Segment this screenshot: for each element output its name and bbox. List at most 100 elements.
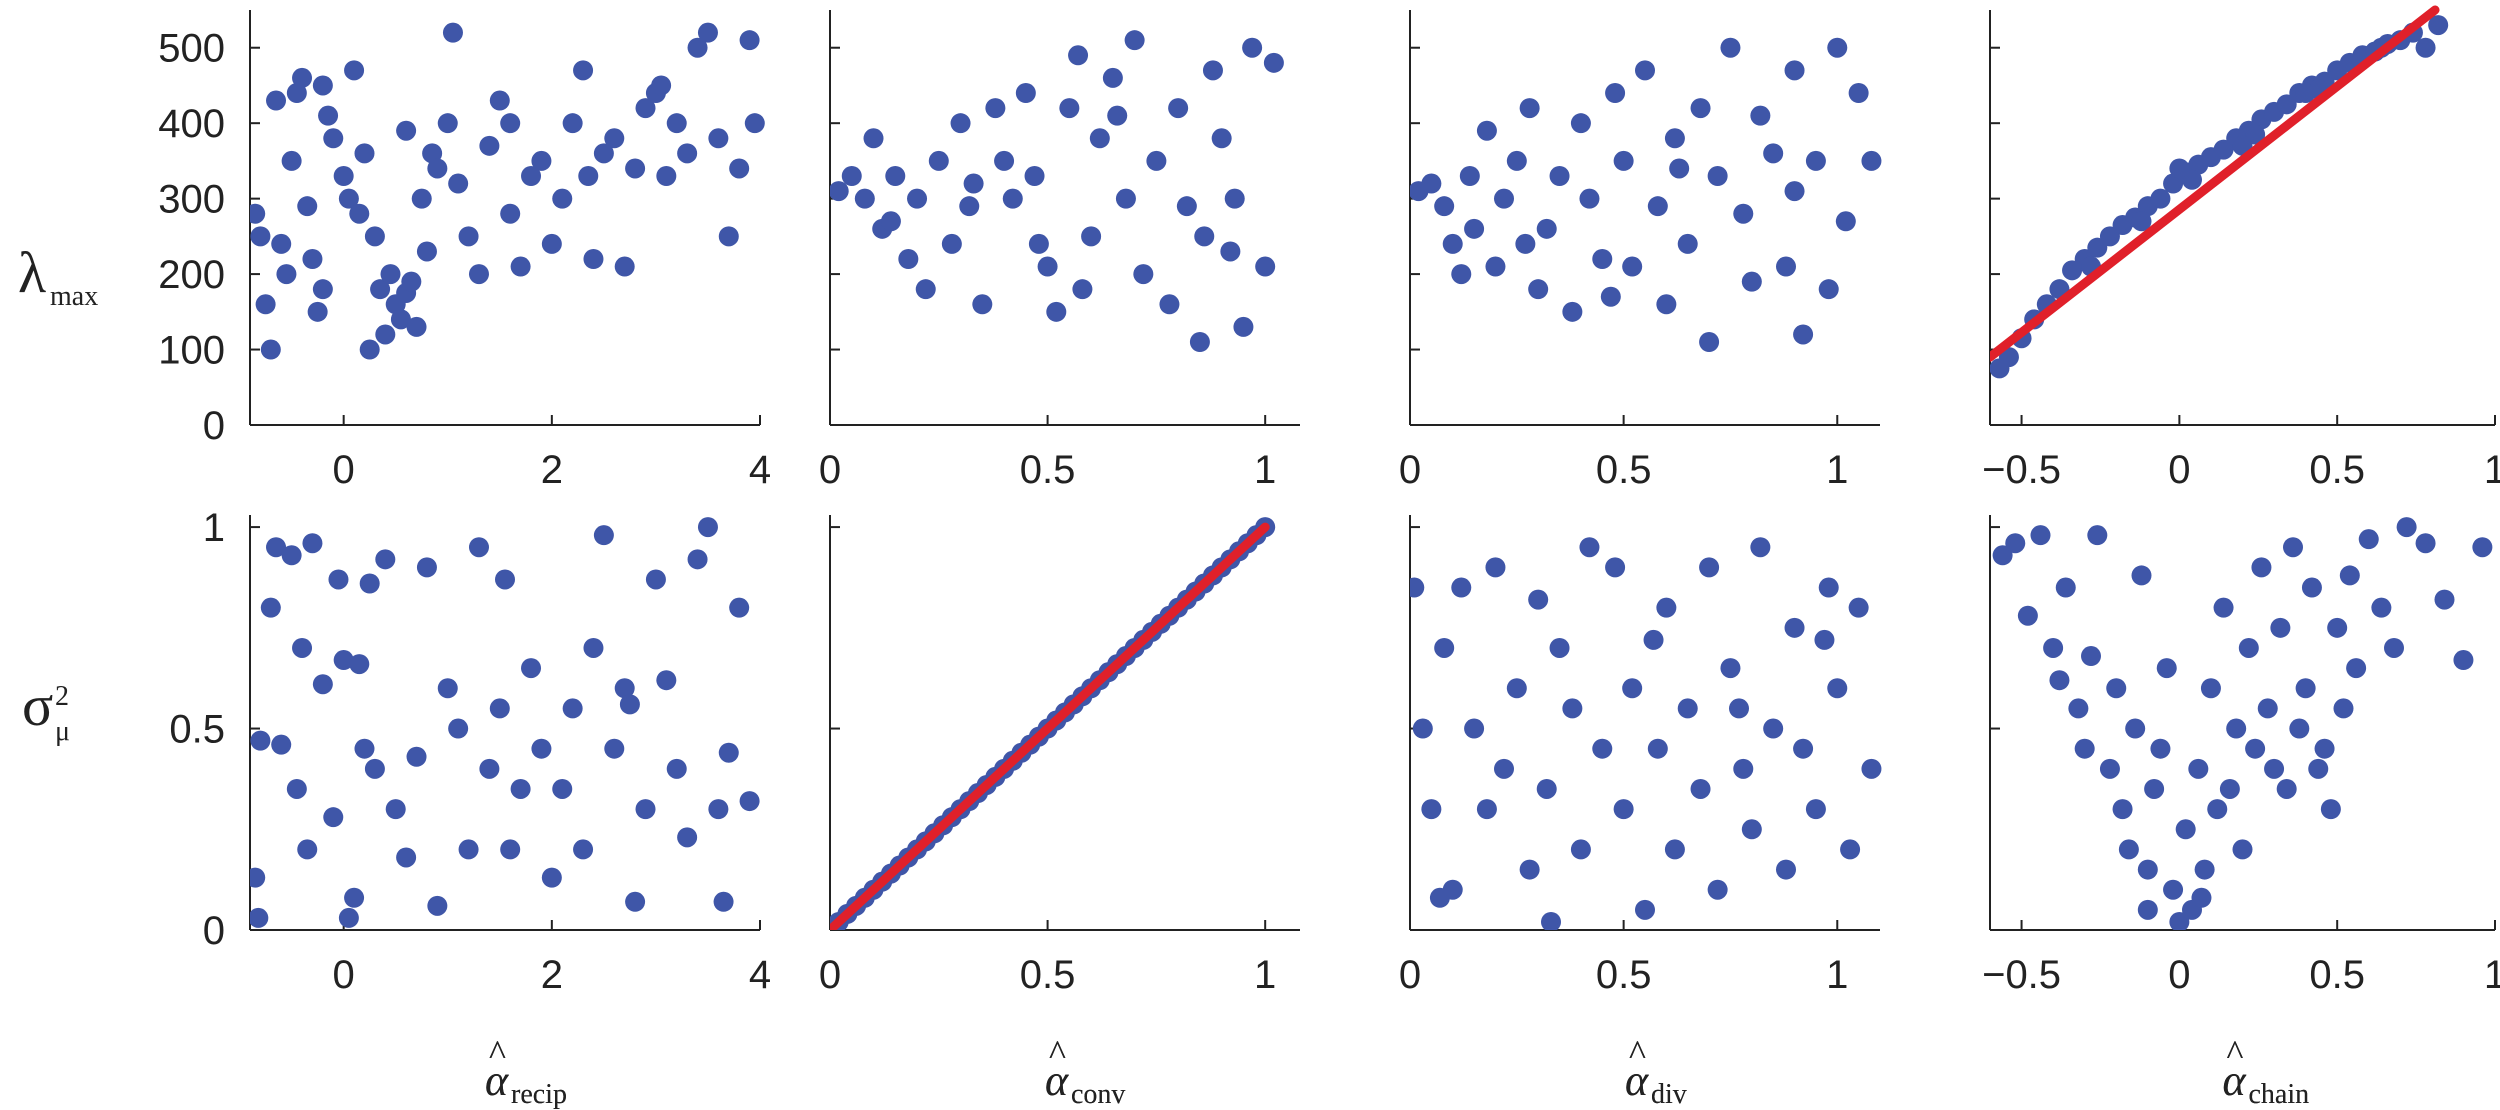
data-point [250,203,266,224]
data-point [1818,279,1839,300]
data-point [338,907,359,928]
data-point [1669,158,1690,179]
data-point [950,113,971,134]
data-point [344,887,365,908]
data-point [830,181,849,202]
data-point [364,758,385,779]
x-tick-label: 0.5 [1596,953,1652,997]
xlabel-symbol: α [1045,1056,1069,1105]
data-point [1549,637,1570,658]
data-point [880,211,901,232]
data-point [1741,271,1762,292]
x-tick-label: 0 [819,953,841,997]
xlabel-hat: ^ [1049,1033,1066,1073]
data-point [1224,188,1245,209]
data-point [354,143,375,164]
data-point [411,188,432,209]
data-point [1081,226,1102,247]
data-point [422,143,443,164]
data-point [255,294,276,315]
xlabel-sub: div [1651,1079,1687,1110]
data-point [718,226,739,247]
data-point [729,597,750,618]
data-point [1592,738,1613,759]
data-point [359,573,380,594]
x-tick-label: 4 [749,448,771,492]
x-tick-label: 0 [819,448,841,492]
y-tick-label: 500 [158,27,225,71]
data-point [2106,678,2127,699]
panel-p24: −0.5 0 0.5 1 ^α chain [1982,515,2500,1110]
data-point [1519,98,1540,119]
data-point [2333,698,2354,719]
data-point [302,533,323,554]
data-point [651,75,672,96]
data-point [307,301,328,322]
data-point [1729,698,1749,719]
data-point [1613,150,1634,171]
xlabel-hat: ^ [2227,1033,2244,1073]
data-point [1814,629,1835,650]
data-point [427,158,448,179]
data-point [666,113,687,134]
data-point [1848,597,1869,618]
data-point [1664,128,1685,149]
data-point [333,166,354,186]
data-point [1159,294,1180,315]
data-point [2017,605,2038,626]
data-point [286,778,307,799]
data-point [250,226,271,247]
ylabel-sup: 2 [55,681,69,712]
data-point [276,264,297,285]
data-point [972,294,993,315]
data-point [1750,537,1771,558]
data-point [1720,658,1741,679]
data-point [1124,30,1145,51]
data-point [907,188,928,209]
data-point [1015,83,1036,103]
x-tick-label: 0.5 [2309,448,2365,492]
xlabel-hat: ^ [1629,1033,1646,1073]
data-point [541,867,562,888]
data-point [1733,203,1754,224]
data-point [1068,45,1089,66]
data-point [739,791,760,812]
data-point [1028,233,1049,254]
x-tick-label: −0.5 [1982,448,2061,492]
data-point [687,549,708,570]
data-point [500,203,521,224]
data-point [396,847,417,868]
data-point [1776,256,1796,277]
data-point [2245,738,2266,759]
data-point [2264,758,2285,779]
data-point [2112,799,2133,820]
data-point [2232,839,2253,860]
data-point [448,718,469,739]
xlabel-sub: recip [511,1079,567,1110]
data-point [1133,264,1154,285]
panel-p22: 0 0.5 1 ^α conv [819,515,1300,1110]
data-point [1605,83,1626,103]
data-point [1998,347,2019,368]
data-point [2295,83,2316,103]
data-point [1677,233,1698,254]
fit-line [830,522,1270,930]
data-point [2191,887,2212,908]
data-point [614,256,635,277]
points-group [1410,537,1882,930]
data-point [271,734,292,755]
xlabel-symbol: α [1625,1056,1649,1105]
data-point [1861,150,1882,171]
x-tick-label: 0.5 [2309,953,2365,997]
data-point [1784,617,1805,638]
data-point [1037,256,1058,277]
data-point [2371,597,2392,618]
data-point [1263,52,1284,73]
data-point [1233,316,1254,337]
data-point [2068,698,2089,719]
data-point [1848,83,1869,103]
data-point [552,188,573,209]
data-point [1451,264,1472,285]
xlabel-symbol: α [485,1056,509,1105]
